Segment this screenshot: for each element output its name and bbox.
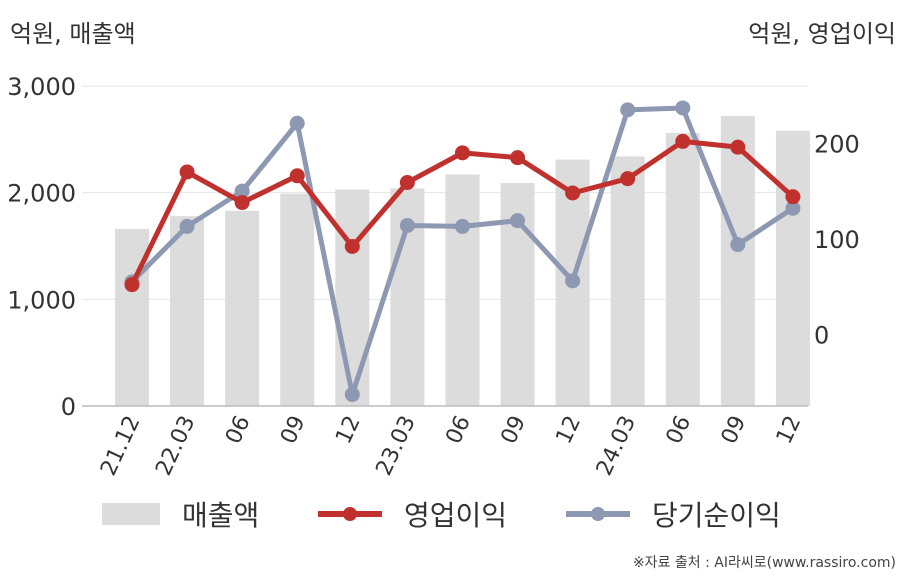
point-net-income: [510, 213, 526, 229]
point-net-income: [289, 115, 305, 131]
legend-label-net-income: 당기순이익: [652, 499, 781, 532]
point-net-income: [454, 218, 470, 234]
point-operating-profit: [454, 145, 470, 161]
point-operating-profit: [785, 189, 801, 205]
right-tick-label: 100: [814, 226, 860, 254]
point-operating-profit: [510, 150, 526, 166]
legend-swatch-net-income: [566, 500, 630, 528]
point-operating-profit: [289, 168, 305, 184]
point-operating-profit: [179, 164, 195, 180]
point-net-income: [234, 183, 250, 199]
point-operating-profit: [124, 277, 140, 293]
bar-revenue: [225, 210, 260, 406]
bar-revenue: [610, 156, 645, 406]
x-tick-label: 06: [441, 412, 475, 448]
legend-label-operating-profit: 영업이익: [404, 499, 508, 532]
x-tick-label: 09: [276, 412, 310, 448]
right-axis-unit: 억원, 영업이익: [748, 20, 896, 48]
bar-revenue: [445, 174, 480, 406]
x-tick-label: 21.12: [96, 412, 145, 480]
legend-item-net-income: 당기순이익: [566, 492, 781, 536]
legend-swatch-operating-profit: [318, 500, 382, 528]
left-tick-label: 1,000: [7, 286, 76, 314]
left-tick-label: 2,000: [7, 180, 76, 208]
point-operating-profit: [344, 238, 360, 254]
bar-revenue: [335, 189, 370, 406]
point-net-income: [399, 217, 415, 233]
point-net-income: [785, 200, 801, 216]
legend-label-revenue: 매출액: [182, 499, 260, 532]
source-note: ※자료 출처 : AI라씨로(www.rassiro.com): [632, 555, 896, 571]
point-operating-profit: [620, 171, 636, 187]
x-tick-label: 12: [552, 412, 586, 448]
x-tick-label: 06: [662, 412, 696, 448]
legend-item-operating-profit: 영업이익: [318, 492, 507, 536]
point-net-income: [675, 100, 691, 116]
point-operating-profit: [675, 133, 691, 149]
legend-item-revenue: 매출액: [102, 492, 259, 536]
left-tick-label: 0: [61, 393, 76, 421]
bar-revenue: [775, 130, 810, 407]
point-operating-profit: [565, 185, 581, 201]
point-net-income: [730, 237, 746, 253]
x-tick-label: 23.03: [372, 412, 421, 480]
left-tick-label: 3,000: [7, 73, 76, 101]
x-tick-label: 09: [496, 412, 530, 448]
left-axis-unit: 억원, 매출액: [10, 20, 136, 48]
point-operating-profit: [399, 174, 415, 190]
point-net-income: [565, 273, 581, 289]
legend: 매출액 영업이익 당기순이익: [0, 492, 908, 536]
bar-revenue: [720, 115, 755, 406]
point-net-income: [620, 102, 636, 118]
x-tick-label: 06: [221, 412, 255, 448]
x-tick-label: 24.03: [592, 412, 641, 480]
x-tick-label: 09: [717, 412, 751, 448]
point-net-income: [179, 218, 195, 234]
legend-swatch-revenue: [102, 503, 160, 525]
x-tick-label: 12: [772, 412, 806, 448]
right-tick-label: 200: [814, 130, 860, 158]
x-tick-label: 12: [331, 412, 365, 448]
x-tick-label: 22.03: [151, 412, 200, 480]
right-tick-label: 0: [814, 321, 829, 349]
point-operating-profit: [234, 195, 250, 211]
point-operating-profit: [730, 139, 746, 155]
bar-revenue: [665, 132, 700, 406]
point-net-income: [344, 387, 360, 403]
bar-revenue: [170, 216, 205, 406]
bar-revenue: [280, 193, 315, 406]
